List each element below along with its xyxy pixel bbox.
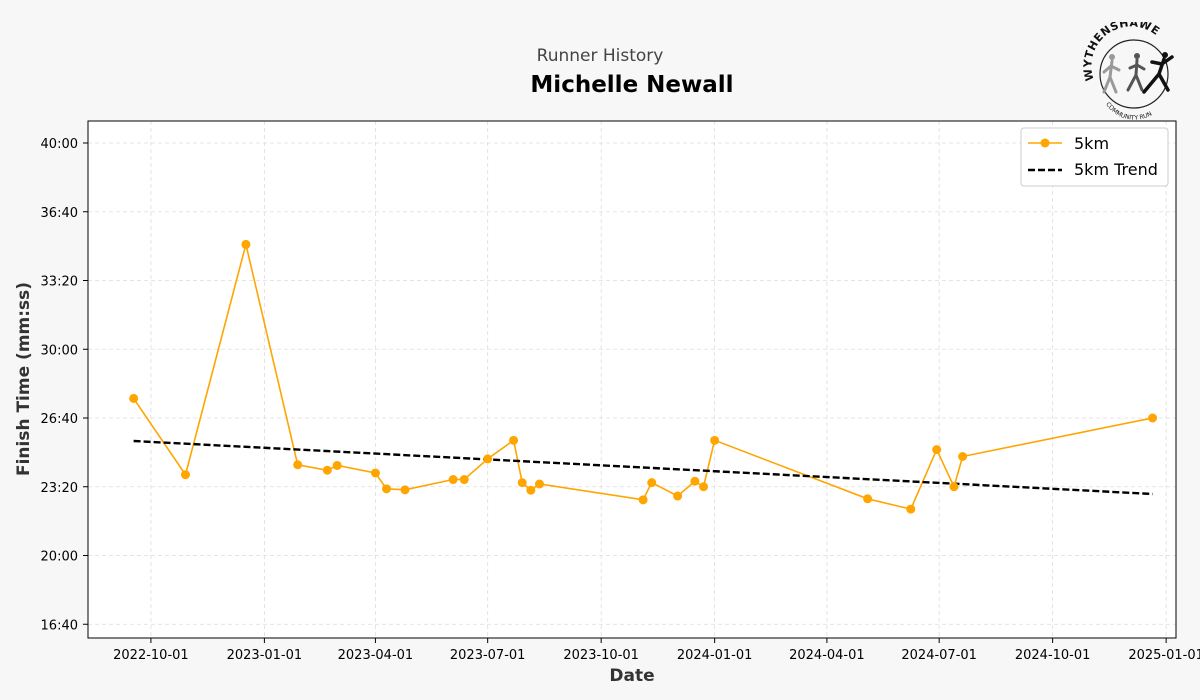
plot-area bbox=[88, 121, 1176, 638]
data-point-5km bbox=[906, 504, 916, 514]
x-axis-ticks: 2022-10-01 2023-01-01 2023-04-01 2023-07-01… bbox=[113, 638, 1200, 663]
data-point-5km bbox=[958, 452, 968, 461]
x-tick-label: 2024-01-01 bbox=[677, 648, 753, 663]
data-point-5km bbox=[1148, 413, 1158, 423]
y-tick-label: 33:20 bbox=[41, 275, 78, 290]
grid-lines bbox=[88, 121, 1176, 638]
data-point-5km bbox=[382, 484, 392, 494]
x-tick-label: 2024-10-01 bbox=[1015, 648, 1091, 663]
runner-icon-dark bbox=[1142, 52, 1174, 94]
y-tick-label: 16:40 bbox=[41, 618, 78, 633]
logo-ring bbox=[1099, 39, 1169, 109]
data-point-5km bbox=[241, 239, 251, 249]
data-point-5km bbox=[332, 460, 342, 470]
chart-subtitle: Runner History bbox=[536, 46, 664, 66]
data-point-5km bbox=[638, 495, 648, 505]
data-point-5km bbox=[699, 482, 709, 492]
y-axis-label: Finish Time (mm:ss) bbox=[14, 282, 34, 476]
data-point-5km bbox=[180, 470, 190, 480]
logo-top-text: WYTHENSHAWE bbox=[1081, 16, 1162, 82]
plot-frame bbox=[87, 120, 1177, 639]
y-tick-label: 40:00 bbox=[41, 137, 78, 152]
data-point-5km bbox=[647, 478, 657, 488]
data-point-5km bbox=[129, 393, 139, 403]
legend-label-5km: 5km bbox=[1074, 134, 1109, 153]
x-tick-label: 2022-10-01 bbox=[113, 648, 189, 663]
x-tick-label: 2024-07-01 bbox=[901, 648, 977, 663]
data-point-5km bbox=[534, 479, 544, 489]
runner-icon-light bbox=[1102, 54, 1121, 94]
svg-text:WYTHENSHAWE: WYTHENSHAWE bbox=[1082, 22, 1162, 82]
y-tick-label: 30:00 bbox=[41, 343, 78, 358]
x-tick-label: 2025-01-01 bbox=[1128, 648, 1200, 663]
data-point-5km bbox=[293, 460, 303, 470]
data-point-5km bbox=[673, 491, 683, 501]
y-tick-label: 26:40 bbox=[41, 412, 78, 427]
data-point-5km bbox=[370, 468, 380, 478]
logo-bottom-text: COMMUNITY RUN bbox=[1104, 101, 1153, 122]
legend-5km-marker bbox=[1040, 138, 1050, 148]
y-tick-label: 23:20 bbox=[41, 481, 78, 496]
legend: 5km 5km Trend bbox=[1020, 127, 1169, 187]
data-point-5km bbox=[448, 475, 458, 485]
x-tick-label: 2023-01-01 bbox=[227, 648, 303, 663]
x-tick-label: 2024-04-01 bbox=[789, 648, 865, 663]
data-point-5km bbox=[509, 435, 519, 445]
svg-text:COMMUNITY RUN: COMMUNITY RUN bbox=[1104, 101, 1153, 122]
y-tick-label: 20:00 bbox=[41, 550, 78, 565]
data-point-5km bbox=[459, 475, 469, 485]
series-lines bbox=[132, 244, 1153, 511]
series-points bbox=[129, 239, 1158, 514]
data-point-5km bbox=[400, 485, 410, 495]
data-point-5km bbox=[710, 435, 720, 445]
y-axis-ticks: 16:40 20:00 23:20 26:40 30:00 33:20 36:40 40:00 bbox=[41, 137, 88, 633]
runner-icon-mid bbox=[1126, 53, 1146, 92]
y-tick-label: 36:40 bbox=[41, 206, 78, 221]
trend-line bbox=[133, 439, 1153, 496]
data-point-5km bbox=[863, 494, 873, 504]
data-point-5km bbox=[949, 482, 959, 492]
chart-title: Michelle Newall bbox=[530, 72, 734, 98]
data-point-5km bbox=[932, 445, 942, 455]
x-tick-label: 2023-07-01 bbox=[450, 648, 526, 663]
data-point-5km bbox=[526, 485, 536, 495]
data-point-5km bbox=[517, 478, 527, 488]
x-axis-label: Date bbox=[609, 666, 654, 686]
x-tick-label: 2023-04-01 bbox=[338, 648, 414, 663]
data-point-5km bbox=[322, 465, 332, 475]
wythenshawe-logo: WYTHENSHAWE COMMUNITY RUN bbox=[1081, 16, 1182, 122]
series-line-5km bbox=[132, 244, 1153, 511]
data-point-5km bbox=[690, 476, 700, 486]
x-tick-label: 2023-10-01 bbox=[563, 648, 639, 663]
data-point-5km bbox=[483, 454, 493, 464]
legend-label-trend: 5km Trend bbox=[1074, 160, 1158, 179]
